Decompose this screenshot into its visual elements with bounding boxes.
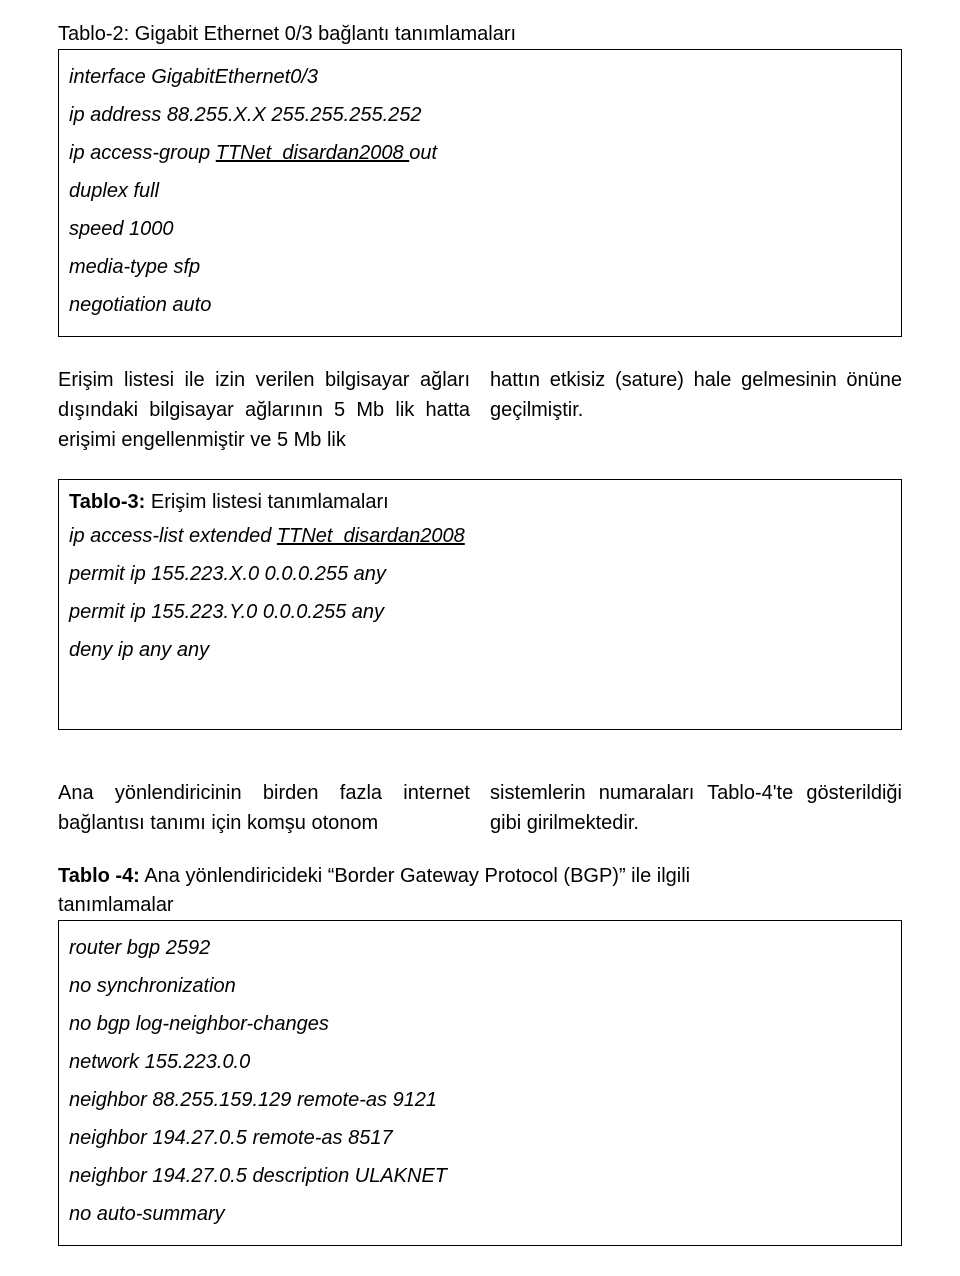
paragraph-2-left-col: Ana yönlendiricinin birden fazla interne… — [58, 778, 470, 838]
config-line: no synchronization — [69, 967, 891, 1005]
tablo2-title: Tablo-2: Gigabit Ethernet 0/3 bağlantı t… — [58, 20, 902, 49]
config-text: out — [409, 142, 437, 164]
paragraph-1: Erişim listesi ile izin verilen bilgisay… — [58, 365, 902, 455]
config-line: interface GigabitEthernet0/3 — [69, 58, 891, 96]
config-line: network 155.223.0.0 — [69, 1043, 891, 1081]
config-underline: TTNet_disardan2008 — [216, 142, 409, 164]
config-line: ip access-list extended TTNet_disardan20… — [69, 517, 891, 555]
config-line: no bgp log-neighbor-changes — [69, 1005, 891, 1043]
config-line: media-type sfp — [69, 248, 891, 286]
config-line: deny ip any any — [69, 631, 891, 669]
config-line: speed 1000 — [69, 210, 891, 248]
config-line: ip address 88.255.X.X 255.255.255.252 — [69, 96, 891, 134]
paragraph-1-left-col: Erişim listesi ile izin verilen bilgisay… — [58, 365, 470, 455]
config-line: neighbor 194.27.0.5 remote-as 8517 — [69, 1119, 891, 1157]
config-line: permit ip 155.223.X.0 0.0.0.255 any — [69, 555, 891, 593]
paragraph-2: Ana yönlendiricinin birden fazla interne… — [58, 778, 902, 838]
config-line: ip access-group TTNet_disardan2008 out — [69, 134, 891, 172]
tablo4-title-bold: Tablo -4: — [58, 865, 140, 887]
config-line: no auto-summary — [69, 1195, 891, 1233]
tablo4-config-box: router bgp 2592 no synchronization no bg… — [58, 920, 902, 1246]
paragraph-2-right-col: sistemlerin numaraları Tablo-4'te göster… — [490, 778, 902, 838]
config-text: ip access-group — [69, 142, 216, 164]
tablo3-title: Tablo-3: Erişim listesi tanımlamaları — [69, 488, 891, 517]
config-text: ip access-list extended — [69, 525, 277, 547]
paragraph-text: hattın etkisiz (sature) hale gelmesinin … — [490, 369, 902, 421]
config-underline: TTNet_disardan2008 — [277, 525, 465, 547]
config-line: negotiation auto — [69, 286, 891, 324]
config-line: neighbor 194.27.0.5 description ULAKNET — [69, 1157, 891, 1195]
tablo4-title: Tablo -4: Ana yönlendiricideki “Border G… — [58, 862, 902, 891]
config-line: permit ip 155.223.Y.0 0.0.0.255 any — [69, 593, 891, 631]
config-line: router bgp 2592 — [69, 929, 891, 967]
paragraph-1-right-col: hattın etkisiz (sature) hale gelmesinin … — [490, 365, 902, 455]
tablo3-title-bold: Tablo-3: — [69, 491, 145, 513]
tablo4-title-line2: tanımlamalar — [58, 891, 902, 920]
tablo3-box: Tablo-3: Erişim listesi tanımlamaları ip… — [58, 479, 902, 730]
config-line: neighbor 88.255.159.129 remote-as 9121 — [69, 1081, 891, 1119]
config-line: duplex full — [69, 172, 891, 210]
tablo2-config-box: interface GigabitEthernet0/3 ip address … — [58, 49, 902, 337]
